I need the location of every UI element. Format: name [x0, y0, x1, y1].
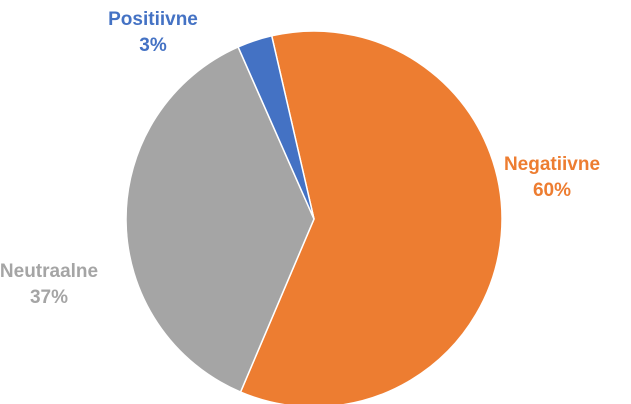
- pie-slice-negatiivne: [239, 30, 503, 404]
- slice-label-positiivne: Positiivne: [108, 9, 198, 30]
- pie-slice-neutraalne: [125, 46, 315, 394]
- slice-value-label-negatiivne: 60%: [533, 180, 571, 201]
- pie-slices: [125, 30, 503, 404]
- pie-slice-positiivne: [237, 34, 315, 220]
- slice-value-label-positiivne: 3%: [139, 35, 167, 56]
- slice-label-negatiivne: Negatiivne: [504, 154, 600, 175]
- pie-labels: Negatiivne 60% Neutraalne 37% Positiivne 3%: [0, 9, 600, 308]
- slice-label-neutraalne: Neutraalne: [0, 261, 98, 282]
- slice-value-label-neutraalne: 37%: [30, 287, 68, 308]
